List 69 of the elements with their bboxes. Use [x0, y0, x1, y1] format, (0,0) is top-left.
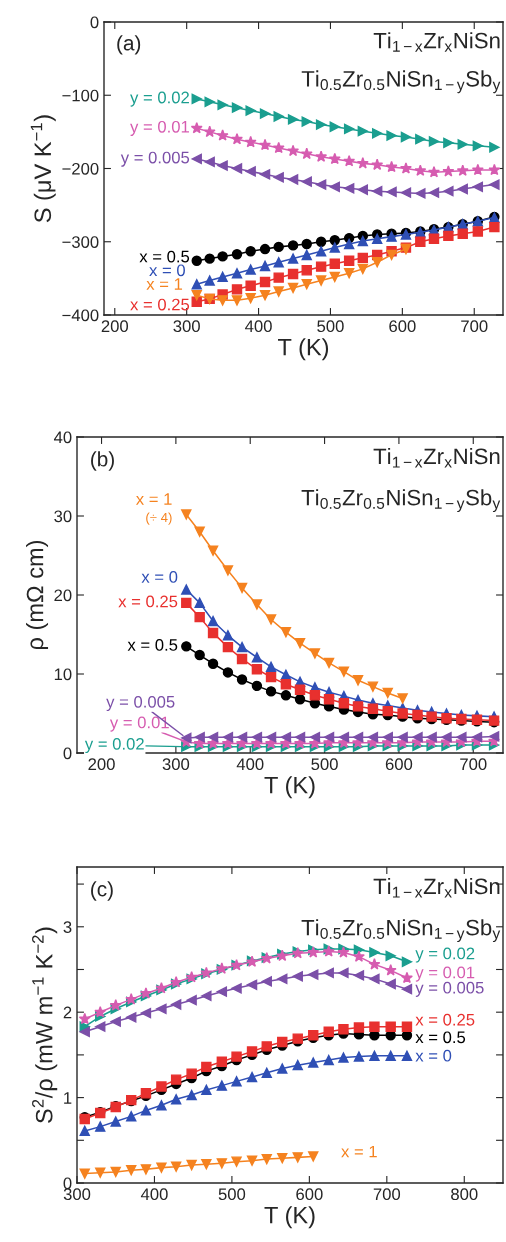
x-tick-label: 600: [389, 320, 416, 333]
series-label: x = 0.25: [118, 595, 178, 608]
text: y = 0.02: [84, 737, 144, 754]
y-tick-label: 2: [63, 1006, 72, 1019]
x-tick-label: 600: [385, 758, 413, 771]
y-tick-label: 0: [63, 1177, 72, 1190]
y-axis-title: S (μV K$^{−1}$): [30, 115, 56, 223]
annotation: (b): [91, 451, 114, 471]
series-label: x = 0.25: [130, 298, 190, 311]
series-label: y = 0.01: [130, 120, 189, 136]
series-label: x = 0: [415, 1049, 452, 1062]
series-label: x = 0.25: [415, 1013, 475, 1026]
x-axis-title: T (K): [264, 1206, 315, 1229]
x-tick-label: 500: [311, 758, 338, 771]
x-tick-label: 400: [236, 758, 264, 771]
annotation: Ti$_{1−x}$Zr$_{x}$NiSn: [373, 447, 500, 468]
x-tick-label: 700: [460, 758, 487, 771]
y-tick-label: −200: [62, 162, 99, 175]
annotation: Ti$_{0.5}$Zr$_{0.5}$NiSn$_{1−y}$Sb$_{y}$: [301, 70, 501, 94]
annotation: Ti$_{0.5}$Zr$_{0.5}$NiSn$_{1−y}$Sb$_{y}$: [301, 489, 501, 512]
series-label: y = 0.005: [106, 695, 175, 712]
x-axis-title: T (K): [264, 776, 315, 799]
y-tick-label: 0: [63, 747, 72, 760]
y-tick-label: 20: [54, 589, 72, 602]
series-label: y = 0.005: [415, 981, 484, 997]
x-tick-label: 800: [451, 1188, 478, 1201]
series-label: x = 0.5: [415, 1031, 466, 1044]
y-tick-label: 3: [63, 921, 72, 933]
series-label: y = 0.01: [109, 716, 169, 732]
series-label: y = 0.02: [130, 91, 189, 107]
x-tick-label: 400: [245, 320, 272, 333]
x-tick-label: 700: [373, 1188, 401, 1201]
series-label: y = 0.005: [120, 151, 190, 167]
x-tick-label: 500: [218, 1188, 246, 1201]
x-tick-label: 500: [317, 320, 344, 333]
y-tick-label: −300: [62, 236, 99, 248]
x-tick-label: 700: [461, 320, 488, 333]
annotation: (c): [91, 881, 113, 901]
series-label: x = 0: [141, 571, 178, 583]
annotation: Ti$_{1−x}$Zr$_{x}$NiSn: [373, 877, 500, 898]
x-axis-title: T (K): [278, 338, 329, 361]
y-tick-label: −100: [62, 89, 99, 102]
series-label: y = 0.02: [415, 947, 475, 963]
annotation: (÷ 4): [146, 512, 172, 525]
x-tick-label: 600: [296, 1188, 323, 1201]
series-label: y = 0.01: [415, 966, 475, 982]
annotation: Ti$_{0.5}$Zr$_{0.5}$NiSn$_{1−y}$Sb$_{y}$: [301, 919, 501, 942]
x-tick-label: 400: [140, 1188, 168, 1201]
x-tick-label: 300: [162, 758, 190, 771]
series-label: x = 0: [149, 264, 185, 277]
x-tick-label: 200: [88, 758, 115, 771]
y-tick-label: 30: [54, 510, 72, 523]
series-label: x = 1: [135, 493, 172, 505]
series-label: x = 0.5: [127, 639, 178, 651]
y-tick-label: 1: [64, 1092, 72, 1104]
y-axis-title: ρ (mΩ cm): [26, 540, 49, 650]
x-tick-label: 300: [173, 320, 200, 333]
x-tick-label: 300: [63, 1188, 91, 1201]
y-axis-title: S$^{2}$/ρ (mW m$^{−1}$ K$^{−2}$): [32, 927, 58, 1123]
series-label: x = 0.5: [139, 250, 190, 263]
y-tick-label: 40: [53, 431, 72, 444]
series-label: x = 1: [146, 278, 183, 290]
y-tick-label: −400: [62, 309, 99, 322]
y-tick-label: 0: [90, 16, 99, 29]
y-tick-label: 10: [54, 668, 72, 681]
x-tick-label: 200: [101, 320, 129, 333]
annotation: Ti$_{1−x}$Zr$_{x}$NiSn: [373, 32, 500, 52]
annotation: (a): [117, 35, 141, 55]
series-label: x = 1: [341, 1145, 377, 1158]
